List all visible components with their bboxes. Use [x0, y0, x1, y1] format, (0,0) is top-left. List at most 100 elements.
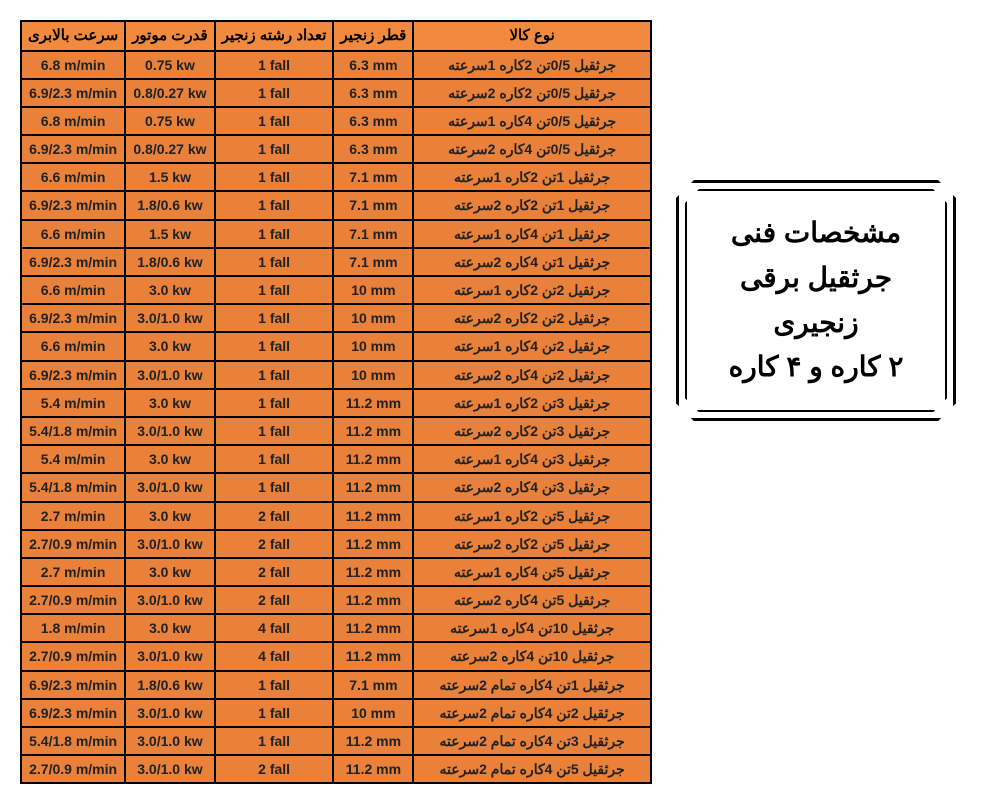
table-row: 2.7/0.9 m/min3.0/1.0 kw2 fall11.2 mmجرثق… — [21, 586, 651, 614]
cell-speed: 6.9/2.3 m/min — [21, 304, 125, 332]
cell-product: جرثقیل 10تن 4کاره 2سرعته — [413, 642, 651, 670]
title-line-4: ۲ کاره و ۴ کاره — [697, 345, 935, 390]
cell-falls: 1 fall — [215, 79, 334, 107]
cell-diameter: 6.3 mm — [333, 107, 413, 135]
cell-product: جرثقیل 1تن 2کاره 1سرعته — [413, 163, 651, 191]
cell-speed: 6.9/2.3 m/min — [21, 248, 125, 276]
specs-table: سرعت بالابری قدرت موتور تعداد رشته زنجیر… — [20, 20, 652, 784]
cell-speed: 5.4 m/min — [21, 445, 125, 473]
table-row: 6.6 m/min1.5 kw1 fall7.1 mmجرثقیل 1تن 2ک… — [21, 163, 651, 191]
cell-product: جرثقیل 2تن 4کاره تمام 2سرعته — [413, 699, 651, 727]
cell-product: جرثقیل 5تن 2کاره 2سرعته — [413, 530, 651, 558]
col-header-speed: سرعت بالابری — [21, 21, 125, 51]
table-row: 1.8 m/min3.0 kw4 fall11.2 mmجرثقیل 10تن … — [21, 614, 651, 642]
cell-diameter: 10 mm — [333, 699, 413, 727]
cell-power: 1.8/0.6 kw — [125, 191, 215, 219]
table-row: 6.6 m/min3.0 kw1 fall10 mmجرثقیل 2تن 2کا… — [21, 276, 651, 304]
cell-diameter: 11.2 mm — [333, 530, 413, 558]
cell-falls: 1 fall — [215, 248, 334, 276]
cell-speed: 6.6 m/min — [21, 163, 125, 191]
cell-diameter: 6.3 mm — [333, 79, 413, 107]
table-row: 5.4/1.8 m/min3.0/1.0 kw1 fall11.2 mmجرثق… — [21, 473, 651, 501]
col-header-falls: تعداد رشته زنجیر — [215, 21, 334, 51]
cell-product: جرثقیل 1تن 4کاره تمام 2سرعته — [413, 671, 651, 699]
table-row: 6.9/2.3 m/min1.8/0.6 kw1 fall7.1 mmجرثقی… — [21, 248, 651, 276]
table-row: 2.7/0.9 m/min3.0/1.0 kw2 fall11.2 mmجرثق… — [21, 530, 651, 558]
cell-diameter: 11.2 mm — [333, 473, 413, 501]
table-row: 6.9/2.3 m/min0.8/0.27 kw1 fall6.3 mmجرثق… — [21, 79, 651, 107]
cell-product: جرثقیل 2تن 4کاره 1سرعته — [413, 332, 651, 360]
cell-product: جرثقیل 0/5تن 2کاره 1سرعته — [413, 51, 651, 79]
specs-table-container: سرعت بالابری قدرت موتور تعداد رشته زنجیر… — [20, 20, 652, 784]
cell-diameter: 11.2 mm — [333, 558, 413, 586]
cell-falls: 4 fall — [215, 642, 334, 670]
table-row: 6.8 m/min0.75 kw1 fall6.3 mmجرثقیل 0/5تن… — [21, 51, 651, 79]
cell-falls: 2 fall — [215, 755, 334, 783]
table-row: 6.9/2.3 m/min0.8/0.27 kw1 fall6.3 mmجرثق… — [21, 135, 651, 163]
cell-product: جرثقیل 1تن 2کاره 2سرعته — [413, 191, 651, 219]
cell-diameter: 6.3 mm — [333, 51, 413, 79]
cell-speed: 6.8 m/min — [21, 51, 125, 79]
title-box: مشخصات فنی جرثقیل برقی زنجیری ۲ کاره و ۴… — [676, 180, 956, 421]
cell-power: 3.0/1.0 kw — [125, 727, 215, 755]
cell-falls: 1 fall — [215, 220, 334, 248]
table-row: 5.4 m/min3.0 kw1 fall11.2 mmجرثقیل 3تن 4… — [21, 445, 651, 473]
cell-power: 0.8/0.27 kw — [125, 135, 215, 163]
cell-falls: 4 fall — [215, 614, 334, 642]
cell-falls: 2 fall — [215, 530, 334, 558]
cell-speed: 2.7/0.9 m/min — [21, 586, 125, 614]
table-row: 2.7/0.9 m/min3.0/1.0 kw4 fall11.2 mmجرثق… — [21, 642, 651, 670]
cell-power: 3.0 kw — [125, 445, 215, 473]
title-line-1: مشخصات فنی — [697, 211, 935, 256]
cell-product: جرثقیل 2تن 2کاره 1سرعته — [413, 276, 651, 304]
cell-power: 1.8/0.6 kw — [125, 248, 215, 276]
cell-speed: 5.4/1.8 m/min — [21, 727, 125, 755]
table-row: 5.4 m/min3.0 kw1 fall11.2 mmجرثقیل 3تن 2… — [21, 389, 651, 417]
cell-diameter: 7.1 mm — [333, 163, 413, 191]
table-row: 6.9/2.3 m/min1.8/0.6 kw1 fall7.1 mmجرثقی… — [21, 671, 651, 699]
cell-power: 3.0/1.0 kw — [125, 304, 215, 332]
cell-falls: 2 fall — [215, 502, 334, 530]
cell-diameter: 10 mm — [333, 276, 413, 304]
col-header-diameter: قطر زنجیر — [333, 21, 413, 51]
cell-diameter: 7.1 mm — [333, 671, 413, 699]
cell-power: 3.0 kw — [125, 389, 215, 417]
cell-diameter: 11.2 mm — [333, 417, 413, 445]
cell-diameter: 10 mm — [333, 332, 413, 360]
table-row: 6.6 m/min3.0 kw1 fall10 mmجرثقیل 2تن 4کا… — [21, 332, 651, 360]
col-header-product: نوع کالا — [413, 21, 651, 51]
cell-power: 3.0/1.0 kw — [125, 473, 215, 501]
cell-product: جرثقیل 1تن 4کاره 1سرعته — [413, 220, 651, 248]
cell-falls: 1 fall — [215, 417, 334, 445]
table-row: 6.9/2.3 m/min3.0/1.0 kw1 fall10 mmجرثقیل… — [21, 699, 651, 727]
cell-product: جرثقیل 2تن 2کاره 2سرعته — [413, 304, 651, 332]
cell-diameter: 11.2 mm — [333, 755, 413, 783]
cell-power: 3.0 kw — [125, 502, 215, 530]
cell-falls: 1 fall — [215, 135, 334, 163]
cell-product: جرثقیل 0/5تن 4کاره 2سرعته — [413, 135, 651, 163]
cell-falls: 1 fall — [215, 332, 334, 360]
cell-falls: 1 fall — [215, 276, 334, 304]
table-row: 2.7 m/min3.0 kw2 fall11.2 mmجرثقیل 5تن 4… — [21, 558, 651, 586]
cell-diameter: 11.2 mm — [333, 642, 413, 670]
cell-speed: 2.7 m/min — [21, 558, 125, 586]
cell-diameter: 7.1 mm — [333, 220, 413, 248]
cell-product: جرثقیل 3تن 2کاره 1سرعته — [413, 389, 651, 417]
cell-speed: 6.9/2.3 m/min — [21, 79, 125, 107]
cell-power: 3.0 kw — [125, 558, 215, 586]
table-row: 6.6 m/min1.5 kw1 fall7.1 mmجرثقیل 1تن 4ک… — [21, 220, 651, 248]
cell-diameter: 11.2 mm — [333, 727, 413, 755]
cell-diameter: 11.2 mm — [333, 502, 413, 530]
cell-product: جرثقیل 5تن 2کاره 1سرعته — [413, 502, 651, 530]
cell-diameter: 11.2 mm — [333, 586, 413, 614]
cell-power: 3.0/1.0 kw — [125, 530, 215, 558]
cell-power: 3.0 kw — [125, 276, 215, 304]
table-row: 5.4/1.8 m/min3.0/1.0 kw1 fall11.2 mmجرثق… — [21, 727, 651, 755]
cell-product: جرثقیل 10تن 4کاره 1سرعته — [413, 614, 651, 642]
cell-power: 3.0/1.0 kw — [125, 699, 215, 727]
cell-speed: 2.7/0.9 m/min — [21, 642, 125, 670]
cell-speed: 1.8 m/min — [21, 614, 125, 642]
cell-speed: 6.9/2.3 m/min — [21, 361, 125, 389]
cell-speed: 6.9/2.3 m/min — [21, 671, 125, 699]
cell-power: 3.0/1.0 kw — [125, 642, 215, 670]
